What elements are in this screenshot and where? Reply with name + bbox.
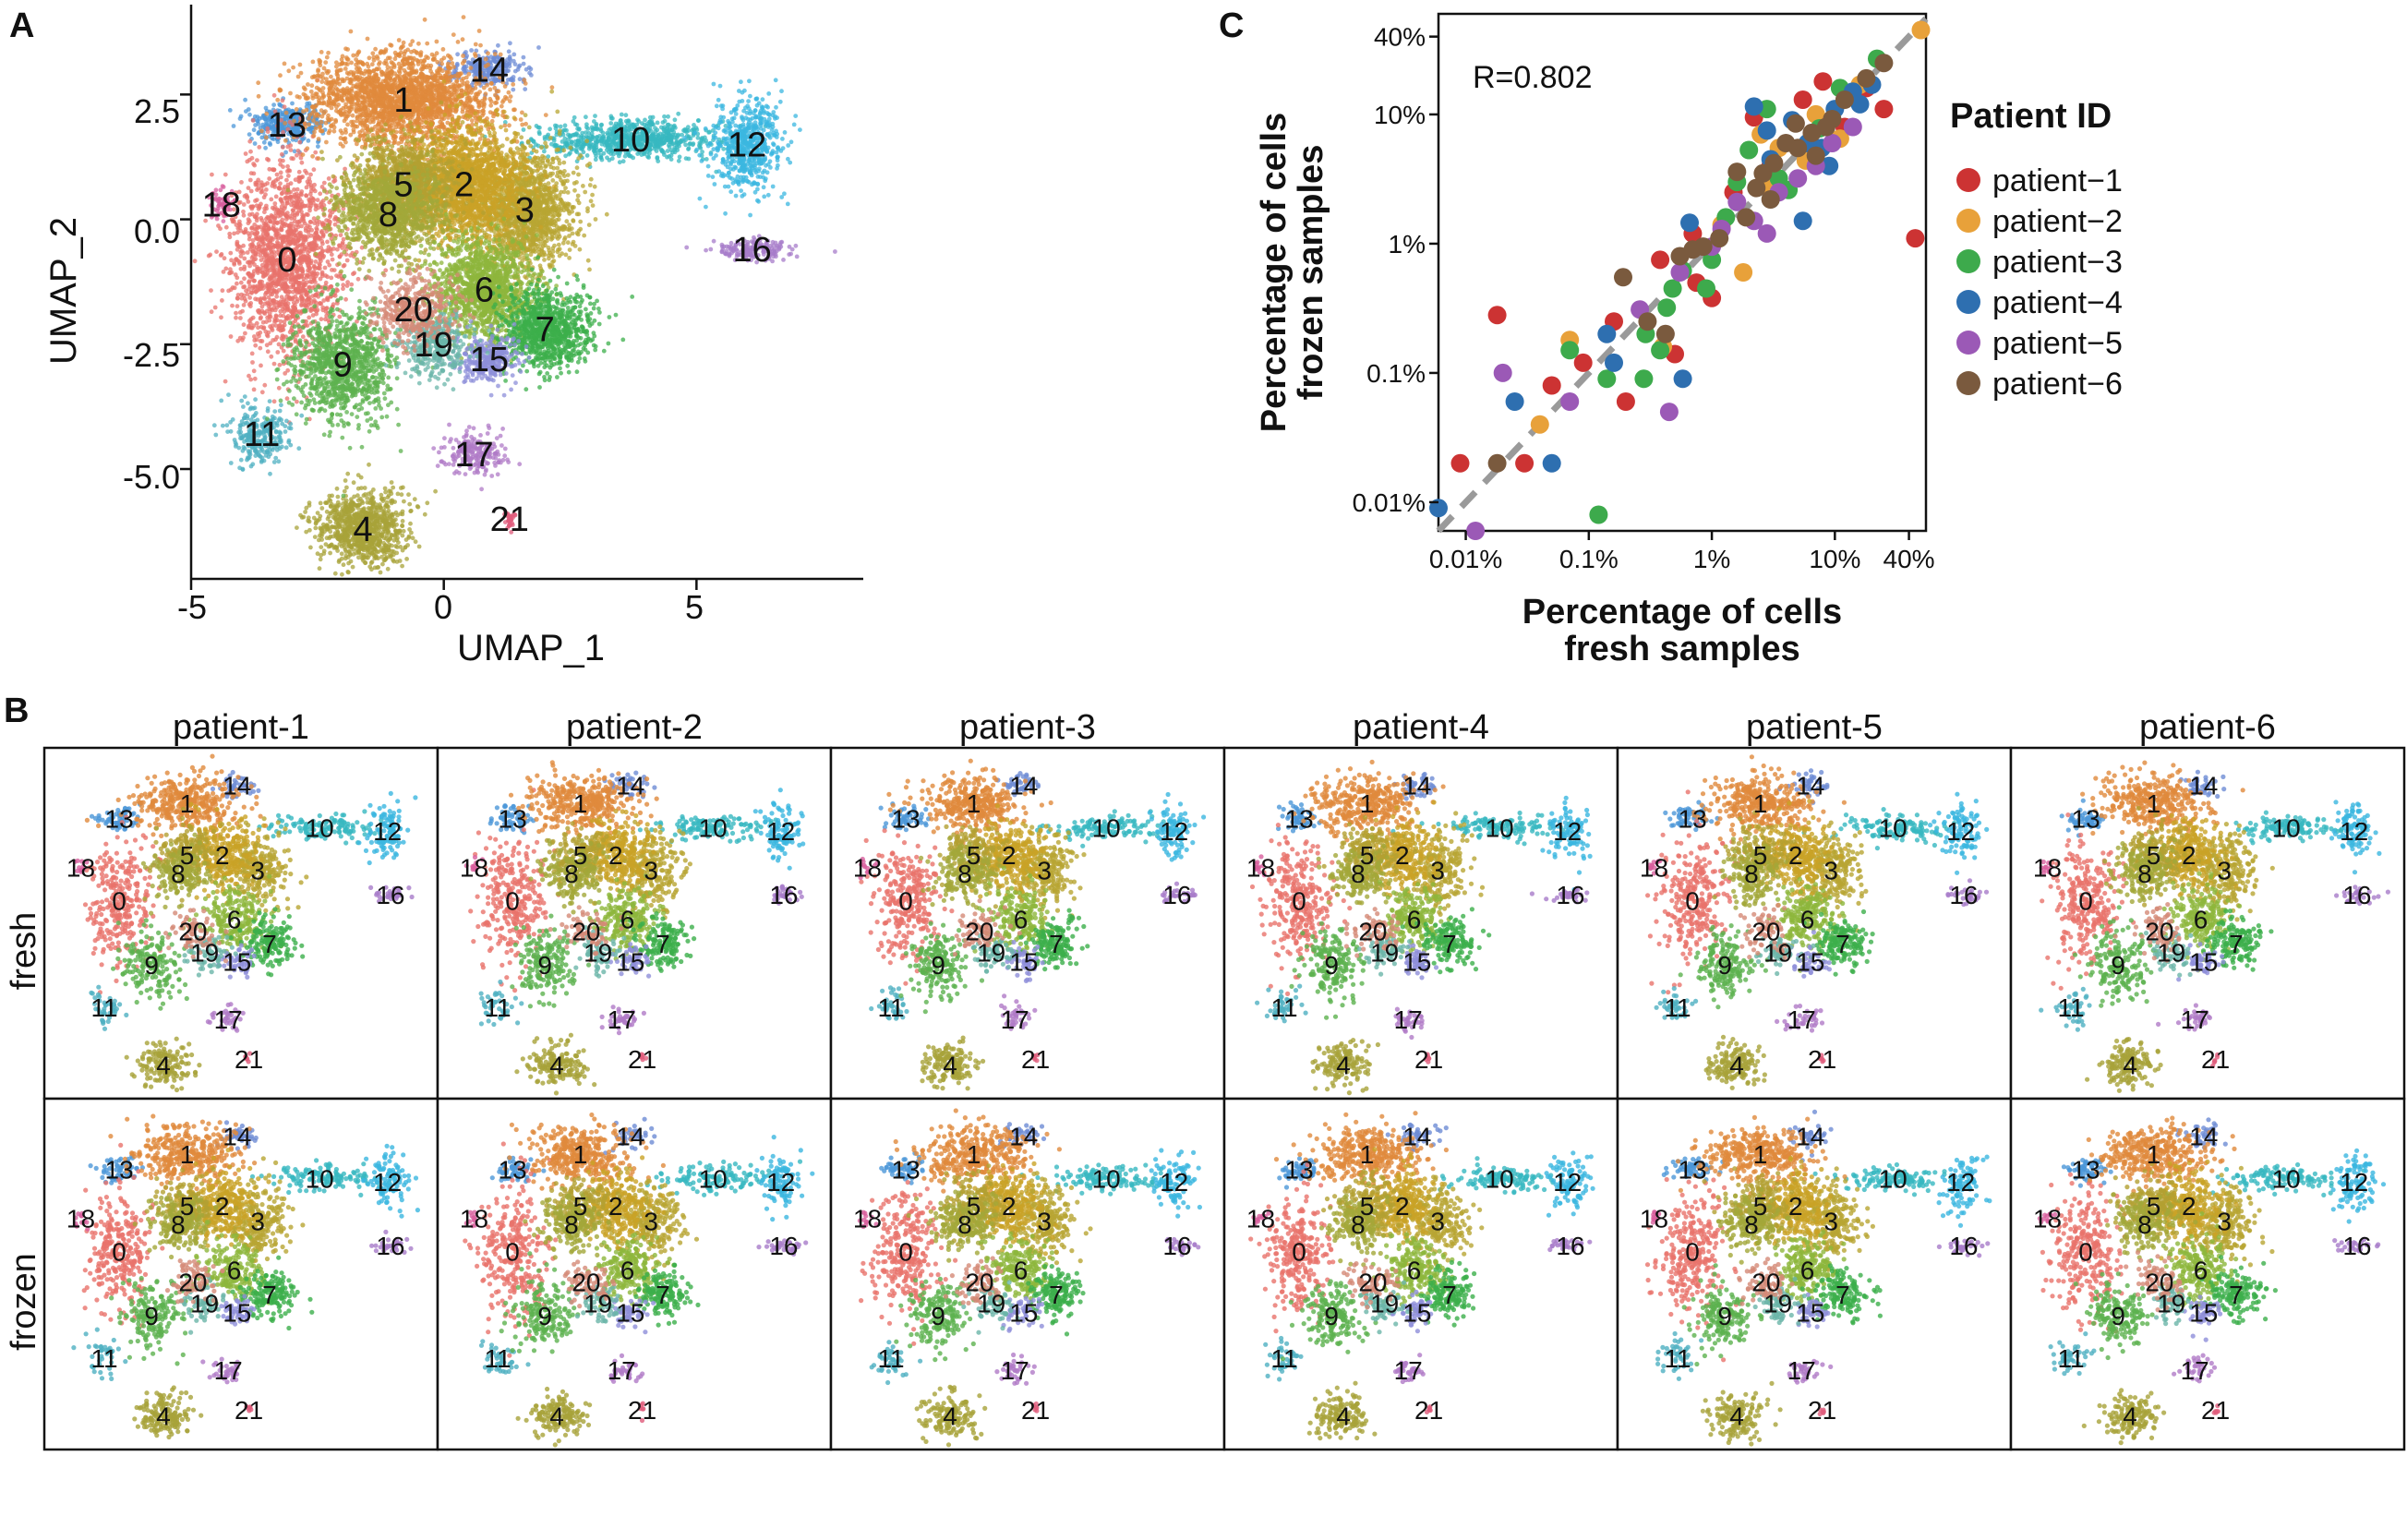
- umap-point-cluster-10: [552, 144, 557, 149]
- umap-point-cluster-10: [576, 138, 581, 143]
- umap-point-cluster-10: [676, 112, 680, 116]
- umap-point-cluster-10: [563, 141, 568, 146]
- umap-point-cluster-10: [595, 135, 599, 139]
- umap-point-cluster-10: [656, 145, 660, 150]
- umap-point-cluster-10: [618, 160, 622, 164]
- umap-point-cluster-10: [656, 121, 660, 126]
- umap-point-cluster-10: [665, 129, 669, 134]
- umap-point-cluster-10: [566, 133, 571, 138]
- umap-point-cluster-10: [666, 149, 670, 153]
- umap-point-cluster-10: [606, 132, 610, 137]
- panel-a-umap-points: [193, 15, 837, 576]
- umap-point-cluster-10: [584, 114, 588, 119]
- umap-point-cluster-10: [555, 124, 560, 128]
- umap-point-cluster-10: [666, 114, 670, 119]
- panel-a-umap: A -5 0 5 2.5 0.0 -2.5 -5.0 UMAP_1 UMAP_2…: [9, 5, 863, 668]
- umap-point-cluster-10: [648, 115, 653, 120]
- umap-point-cluster-10: [696, 118, 701, 123]
- umap-point-cluster-10: [599, 123, 604, 127]
- umap-point-cluster-10: [661, 138, 666, 143]
- umap-point-cluster-10: [573, 122, 578, 126]
- umap-point-cluster-10: [661, 120, 666, 125]
- umap-point-cluster-10: [592, 119, 596, 124]
- umap-point-cluster-10: [598, 148, 603, 152]
- umap-point-cluster-10: [537, 130, 542, 135]
- panel-a-letter: A: [9, 6, 34, 45]
- umap-point-cluster-10: [673, 117, 678, 122]
- umap-point-cluster-10: [655, 156, 659, 161]
- umap-point-cluster-10: [542, 150, 547, 154]
- umap-point-cluster-10: [662, 152, 667, 157]
- umap-point-cluster-10: [669, 157, 674, 162]
- umap-point-cluster-10: [700, 136, 704, 140]
- umap-point-cluster-10: [704, 157, 709, 162]
- umap-point-cluster-10: [620, 113, 624, 117]
- umap-point-cluster-10: [686, 125, 691, 129]
- figure: A -5 0 5 2.5 0.0 -2.5 -5.0 UMAP_1 UMAP_2…: [0, 0, 2407, 1540]
- umap-point-cluster-10: [567, 152, 572, 157]
- umap-point-cluster-10: [599, 138, 604, 142]
- umap-point-cluster-10: [599, 155, 604, 160]
- umap-point-cluster-10: [593, 114, 597, 118]
- umap-point-cluster-10: [670, 150, 675, 155]
- umap-point-cluster-10: [582, 135, 586, 139]
- umap-point-cluster-10: [696, 136, 701, 140]
- umap-point-cluster-10: [683, 142, 688, 147]
- umap-point-cluster-10: [559, 125, 563, 129]
- umap-point-cluster-10: [671, 141, 676, 146]
- umap-point-cluster-10: [677, 159, 681, 163]
- umap-point-cluster-10: [605, 140, 609, 145]
- umap-point-cluster-10: [662, 114, 667, 119]
- umap-point-cluster-10: [678, 155, 682, 160]
- umap-point-cluster-10: [707, 130, 712, 135]
- umap-point-cluster-10: [688, 142, 692, 147]
- umap-point-cluster-10: [605, 155, 609, 160]
- umap-point-cluster-10: [667, 123, 671, 127]
- umap-point-cluster-10: [575, 126, 580, 131]
- umap-point-cluster-10: [585, 153, 590, 158]
- umap-point-cluster-10: [606, 136, 610, 140]
- umap-point-cluster-10: [543, 137, 548, 141]
- umap-point-cluster-10: [573, 143, 578, 148]
- umap-point-cluster-10: [582, 150, 586, 154]
- umap-point-cluster-10: [624, 113, 629, 117]
- umap-point-cluster-10: [697, 143, 702, 148]
- umap-point-cluster-10: [669, 135, 674, 139]
- umap-point-cluster-10: [653, 140, 657, 145]
- umap-point-cluster-10: [684, 156, 689, 161]
- umap-point-cluster-10: [687, 146, 692, 150]
- umap-point-cluster-10: [522, 127, 526, 132]
- umap-point-cluster-10: [657, 135, 662, 139]
